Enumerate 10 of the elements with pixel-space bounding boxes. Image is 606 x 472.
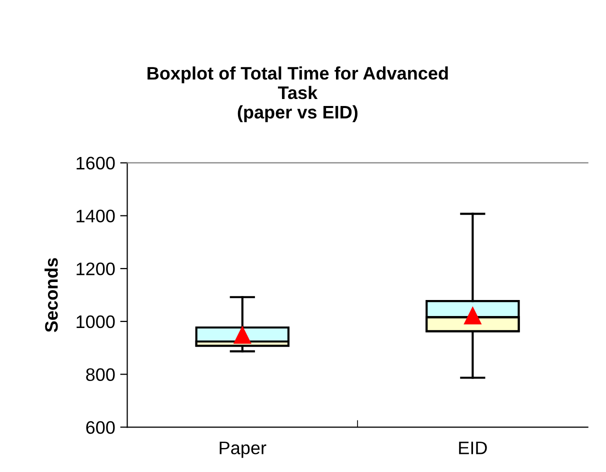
chart-title: Boxplot of Total Time for Advanced Task (paper vs EID) <box>148 66 448 122</box>
y-tick-label: 1000 <box>76 315 115 328</box>
y-tick-label: 1200 <box>76 262 115 276</box>
y-tick-label: 1400 <box>76 210 115 222</box>
y-tick-label: 800 <box>86 368 115 382</box>
y-tick-label: 1600 <box>76 156 115 170</box>
x-tick-label: Paper <box>220 442 266 458</box>
y-axis-title: Seconds <box>44 258 58 332</box>
y-tick-label: 600 <box>86 421 115 434</box>
x-tick-label: EID <box>459 442 487 454</box>
